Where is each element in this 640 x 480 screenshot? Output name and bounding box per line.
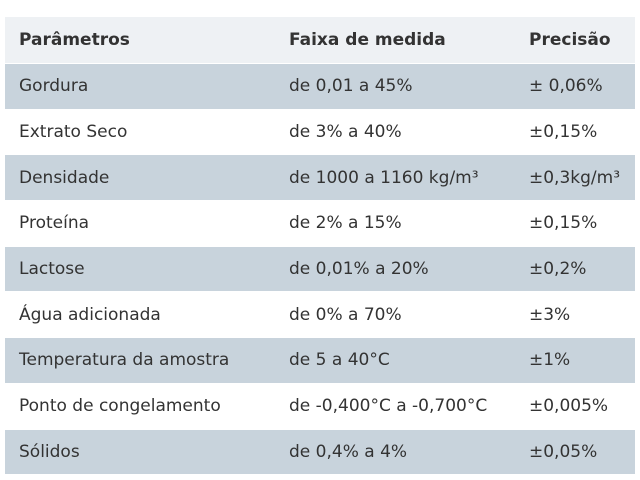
cell-parameter: Água adicionada (5, 291, 277, 338)
cell-range: de 2% a 15% (277, 200, 517, 247)
cell-parameter: Sólidos (5, 428, 277, 475)
cell-range: de 0,01 a 45% (277, 63, 517, 110)
cell-parameter: Gordura (5, 63, 277, 110)
cell-precision: ±0,3kg/m³ (517, 154, 635, 201)
table-row: Densidade de 1000 a 1160 kg/m³ ±0,3kg/m³ (5, 154, 635, 201)
cell-parameter: Ponto de congelamento (5, 382, 277, 429)
cell-parameter: Temperatura da amostra (5, 337, 277, 384)
cell-precision: ±0,15% (517, 108, 635, 155)
cell-precision: ± 0,06% (517, 63, 635, 110)
table-row: Extrato Seco de 3% a 40% ±0,15% (5, 108, 635, 155)
table-row: Água adicionada de 0% a 70% ±3% (5, 291, 635, 338)
cell-precision: ±0,2% (517, 245, 635, 292)
cell-parameter: Extrato Seco (5, 108, 277, 155)
cell-range: de -0,400°C a -0,700°C (277, 382, 517, 429)
cell-precision: ±0,005% (517, 382, 635, 429)
header-faixa-de-medida: Faixa de medida (277, 17, 517, 64)
table-row: Proteína de 2% a 15% ±0,15% (5, 200, 635, 247)
cell-precision: ±0,05% (517, 428, 635, 475)
cell-parameter: Lactose (5, 245, 277, 292)
cell-range: de 0,01% a 20% (277, 245, 517, 292)
cell-precision: ±3% (517, 291, 635, 338)
cell-range: de 1000 a 1160 kg/m³ (277, 154, 517, 201)
cell-precision: ±0,15% (517, 200, 635, 247)
cell-range: de 3% a 40% (277, 108, 517, 155)
table-row: Ponto de congelamento de -0,400°C a -0,7… (5, 382, 635, 429)
cell-range: de 5 a 40°C (277, 337, 517, 384)
cell-parameter: Densidade (5, 154, 277, 201)
header-precisao: Precisão (517, 17, 635, 64)
header-row: Parâmetros Faixa de medida Precisão (5, 17, 635, 64)
parameters-table: Parâmetros Faixa de medida Precisão Gord… (5, 17, 635, 475)
table-row: Temperatura da amostra de 5 a 40°C ±1% (5, 337, 635, 384)
table-row: Gordura de 0,01 a 45% ± 0,06% (5, 63, 635, 110)
parameters-table-container: Parâmetros Faixa de medida Precisão Gord… (5, 17, 635, 475)
cell-range: de 0% a 70% (277, 291, 517, 338)
table-row: Lactose de 0,01% a 20% ±0,2% (5, 245, 635, 292)
cell-range: de 0,4% a 4% (277, 428, 517, 475)
table-row: Sólidos de 0,4% a 4% ±0,05% (5, 428, 635, 475)
header-parametros: Parâmetros (5, 17, 277, 64)
cell-precision: ±1% (517, 337, 635, 384)
cell-parameter: Proteína (5, 200, 277, 247)
